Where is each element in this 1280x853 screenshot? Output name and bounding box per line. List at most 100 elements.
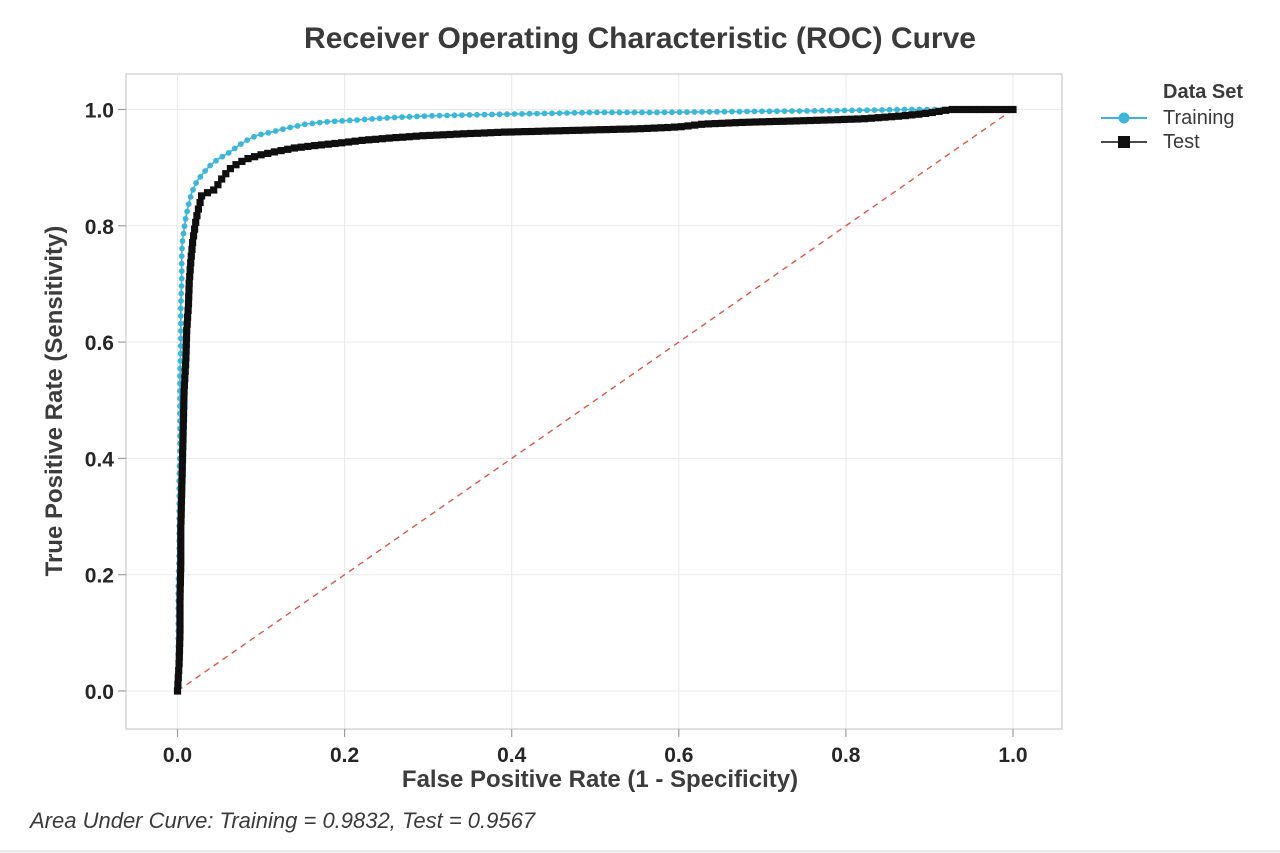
test-marker xyxy=(399,133,407,141)
test-marker xyxy=(813,116,821,124)
test-marker xyxy=(996,105,1004,114)
training-marker xyxy=(751,108,758,115)
test-marker xyxy=(174,680,182,688)
test-marker xyxy=(861,115,869,123)
test-marker xyxy=(677,123,685,131)
test-marker xyxy=(575,126,583,134)
test-marker xyxy=(210,186,218,194)
training-marker xyxy=(511,111,518,117)
training-marker xyxy=(177,350,184,357)
training-marker xyxy=(699,109,705,115)
test-marker xyxy=(182,334,191,342)
plot-frame xyxy=(125,73,1063,730)
test-marker xyxy=(178,483,186,491)
training-marker xyxy=(346,117,353,124)
test-marker xyxy=(177,531,185,539)
training-marker xyxy=(324,118,331,125)
test-marker xyxy=(718,119,726,127)
training-marker xyxy=(646,109,653,116)
test-marker xyxy=(948,105,956,114)
test-marker xyxy=(684,122,692,130)
test-marker xyxy=(180,408,188,416)
test-marker xyxy=(192,218,200,226)
test-marker xyxy=(419,132,427,140)
test-marker xyxy=(507,128,515,136)
training-marker xyxy=(684,109,690,115)
test-marker xyxy=(176,605,184,614)
training-marker xyxy=(481,111,488,118)
test-marker xyxy=(935,107,943,115)
test-marker xyxy=(174,673,182,681)
training-marker xyxy=(654,109,660,116)
training-marker xyxy=(909,106,915,113)
test-marker xyxy=(1009,105,1017,114)
test-swatch-icon xyxy=(1101,136,1147,148)
training-marker xyxy=(451,112,458,119)
training-marker xyxy=(376,115,383,122)
test-marker xyxy=(179,429,187,437)
training-marker xyxy=(856,107,863,114)
test-marker xyxy=(847,115,855,123)
test-marker xyxy=(528,127,536,136)
training-marker xyxy=(265,129,272,136)
training-marker xyxy=(661,109,668,116)
training-marker xyxy=(489,111,495,118)
test-marker xyxy=(630,125,638,133)
training-marker xyxy=(849,107,855,114)
test-marker xyxy=(198,192,206,200)
test-marker xyxy=(752,118,760,126)
test-marker xyxy=(297,143,305,151)
training-marker xyxy=(331,118,338,125)
training-marker xyxy=(691,109,698,115)
test-marker xyxy=(311,142,319,150)
x-tick-label: 0.2 xyxy=(330,744,359,767)
training-marker xyxy=(361,116,368,123)
test-marker xyxy=(178,469,186,478)
training-swatch-icon xyxy=(1101,112,1147,124)
test-marker xyxy=(194,205,202,213)
test-marker xyxy=(976,105,984,114)
test-marker xyxy=(854,115,862,123)
test-marker xyxy=(765,118,773,126)
test-marker xyxy=(183,320,191,328)
training-marker xyxy=(177,328,184,334)
training-marker xyxy=(178,290,185,297)
test-marker xyxy=(460,130,468,138)
test-marker xyxy=(881,113,889,121)
test-marker xyxy=(178,456,187,464)
training-marker xyxy=(369,116,375,122)
test-marker xyxy=(173,687,182,695)
training-marker xyxy=(736,108,743,115)
training-marker xyxy=(414,113,420,120)
test-marker xyxy=(193,212,201,220)
training-marker xyxy=(272,128,279,134)
test-marker xyxy=(218,175,226,183)
test-marker xyxy=(371,135,380,143)
training-marker xyxy=(180,230,187,237)
test-marker xyxy=(338,139,346,147)
test-marker xyxy=(378,135,386,143)
training-marker xyxy=(178,253,185,259)
legend: Data Set Training Test xyxy=(1100,80,1243,154)
test-marker xyxy=(582,126,590,134)
training-marker xyxy=(178,298,184,304)
test-marker xyxy=(181,367,189,376)
test-marker xyxy=(412,132,420,140)
training-marker xyxy=(178,275,185,282)
test-marker xyxy=(806,116,814,125)
test-marker xyxy=(589,126,597,134)
training-marker xyxy=(834,107,840,114)
y-tick-label: 0.2 xyxy=(85,565,114,588)
test-marker xyxy=(351,137,359,145)
training-marker xyxy=(316,119,323,126)
test-marker xyxy=(711,120,719,128)
training-marker xyxy=(280,126,286,133)
training-marker xyxy=(639,109,645,116)
test-marker xyxy=(521,128,529,136)
training-marker xyxy=(258,131,264,138)
training-marker xyxy=(586,109,593,116)
test-marker xyxy=(541,127,549,135)
training-marker xyxy=(579,109,585,116)
test-marker xyxy=(290,144,298,152)
